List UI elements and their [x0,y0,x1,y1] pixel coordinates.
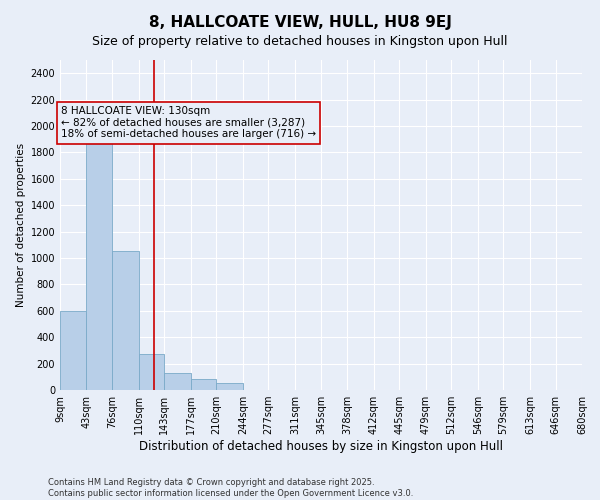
Bar [86,139,112,390]
Bar [217,384,243,390]
Bar [164,373,191,390]
Bar [191,380,217,390]
Text: 8 HALLCOATE VIEW: 130sqm
← 82% of detached houses are smaller (3,287)
18% of sem: 8 HALLCOATE VIEW: 130sqm ← 82% of detach… [61,106,316,140]
Bar [60,311,86,390]
Text: Contains HM Land Registry data © Crown copyright and database right 2025.
Contai: Contains HM Land Registry data © Crown c… [48,478,413,498]
Y-axis label: Number of detached properties: Number of detached properties [16,143,26,307]
Text: Size of property relative to detached houses in Kingston upon Hull: Size of property relative to detached ho… [92,35,508,48]
X-axis label: Distribution of detached houses by size in Kingston upon Hull: Distribution of detached houses by size … [139,440,503,453]
Bar [112,252,139,390]
Bar [139,354,164,390]
Text: 8, HALLCOATE VIEW, HULL, HU8 9EJ: 8, HALLCOATE VIEW, HULL, HU8 9EJ [149,15,451,30]
